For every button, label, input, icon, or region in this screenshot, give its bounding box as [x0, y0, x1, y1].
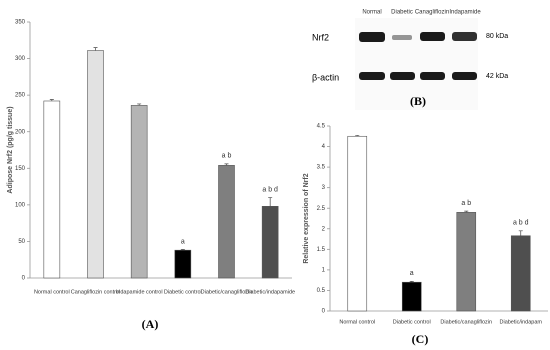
panel-label: (A) [142, 317, 159, 331]
y-tick-label: 1 [322, 267, 326, 273]
x-tick-label: Diabetic/canagliflozin [201, 289, 253, 295]
error-bar [93, 47, 98, 51]
lane-label: Diabetic [391, 10, 413, 16]
band [420, 32, 445, 41]
bar [401, 281, 422, 312]
error-bar [137, 103, 142, 106]
chart: 0 50 100 150 200 250 300 350 Normal control Canag… [7, 20, 295, 331]
y-axis-label: Relative expression of Nrf2 [303, 173, 310, 263]
y-tick-label: 300 [15, 56, 26, 62]
bar [130, 105, 148, 279]
y-tick-label: 2.5 [317, 206, 326, 212]
bar [43, 100, 61, 279]
bar [218, 165, 235, 279]
y-tick-label: 0 [322, 309, 326, 315]
y-tick-label: 150 [15, 166, 26, 172]
band [452, 72, 477, 80]
x-tick-label: Diabetic control [164, 289, 202, 295]
band [420, 72, 445, 80]
y-tick-label: 100 [15, 202, 26, 208]
y-tick-label: 3.5 [317, 165, 326, 171]
bar [174, 249, 192, 279]
bar [261, 206, 279, 279]
significance-label: a b d [513, 220, 529, 227]
x-tick-label: Diabetic/indapam [500, 319, 543, 325]
error-bar [355, 135, 360, 137]
band [359, 32, 385, 42]
y-axis-label: Adipose Nrf2 (pg/g tissue) [7, 106, 14, 193]
x-tick-label: Canagliflozin control [71, 289, 121, 295]
x-tick-label: Diabetic/canagliflozin [440, 319, 492, 325]
bar [87, 50, 104, 279]
lane-label: Indapamide [449, 10, 481, 16]
significance-label: a b [222, 153, 232, 160]
error-bar [180, 249, 185, 251]
significance-label: a b [461, 200, 471, 207]
significance-label: a [181, 238, 185, 245]
row-label: β-actin [312, 72, 339, 82]
band [392, 35, 412, 40]
x-tick-label: Normal control [339, 319, 375, 325]
lane-label: Normal [362, 10, 381, 16]
y-tick-label: 250 [15, 93, 26, 99]
significance-label: a b d [262, 186, 278, 193]
panel-label: (C) [412, 332, 429, 346]
panel-label: (B) [410, 94, 426, 108]
row-label: Nrf2 [312, 32, 329, 42]
y-tick-label: 4 [322, 144, 326, 150]
x-tick-label: Diabetic control [393, 319, 431, 325]
y-tick-label: 0.5 [317, 288, 326, 294]
x-tick-label: Indapamide control [116, 289, 163, 295]
y-tick-label: 3 [322, 185, 326, 191]
significance-label: a [410, 270, 414, 277]
y-tick-label: 200 [15, 129, 26, 135]
band [390, 72, 415, 80]
y-tick-label: 350 [15, 20, 26, 26]
y-tick-label: 50 [18, 239, 25, 245]
error-bar [518, 230, 523, 236]
bar [347, 135, 368, 312]
error-bar [224, 163, 229, 166]
x-tick-label: Diabetic/indapamide [245, 289, 295, 295]
error-bar [268, 197, 273, 207]
y-tick-label: 4.5 [317, 124, 326, 130]
band [359, 72, 385, 80]
chart: 0 0.5 1 1.5 2 2.5 3 3.5 4 4.5 Normal control a Diabe… [303, 124, 548, 346]
western-blot: Normal Diabetic Canagliflozin Indapamide… [312, 10, 508, 110]
lane-label: Canagliflozin [415, 10, 449, 16]
size-label: 80 kDa [486, 33, 508, 40]
y-tick-label: 1.5 [317, 247, 326, 253]
y-tick-label: 2 [322, 226, 326, 232]
error-bar [409, 281, 414, 283]
band [452, 32, 477, 41]
x-tick-label: Normal control [34, 289, 70, 295]
y-tick-label: 0 [22, 276, 26, 282]
error-bar [49, 99, 54, 101]
error-bar [464, 210, 469, 213]
bar [510, 235, 531, 312]
size-label: 42 kDa [486, 73, 508, 80]
bar [456, 212, 477, 312]
